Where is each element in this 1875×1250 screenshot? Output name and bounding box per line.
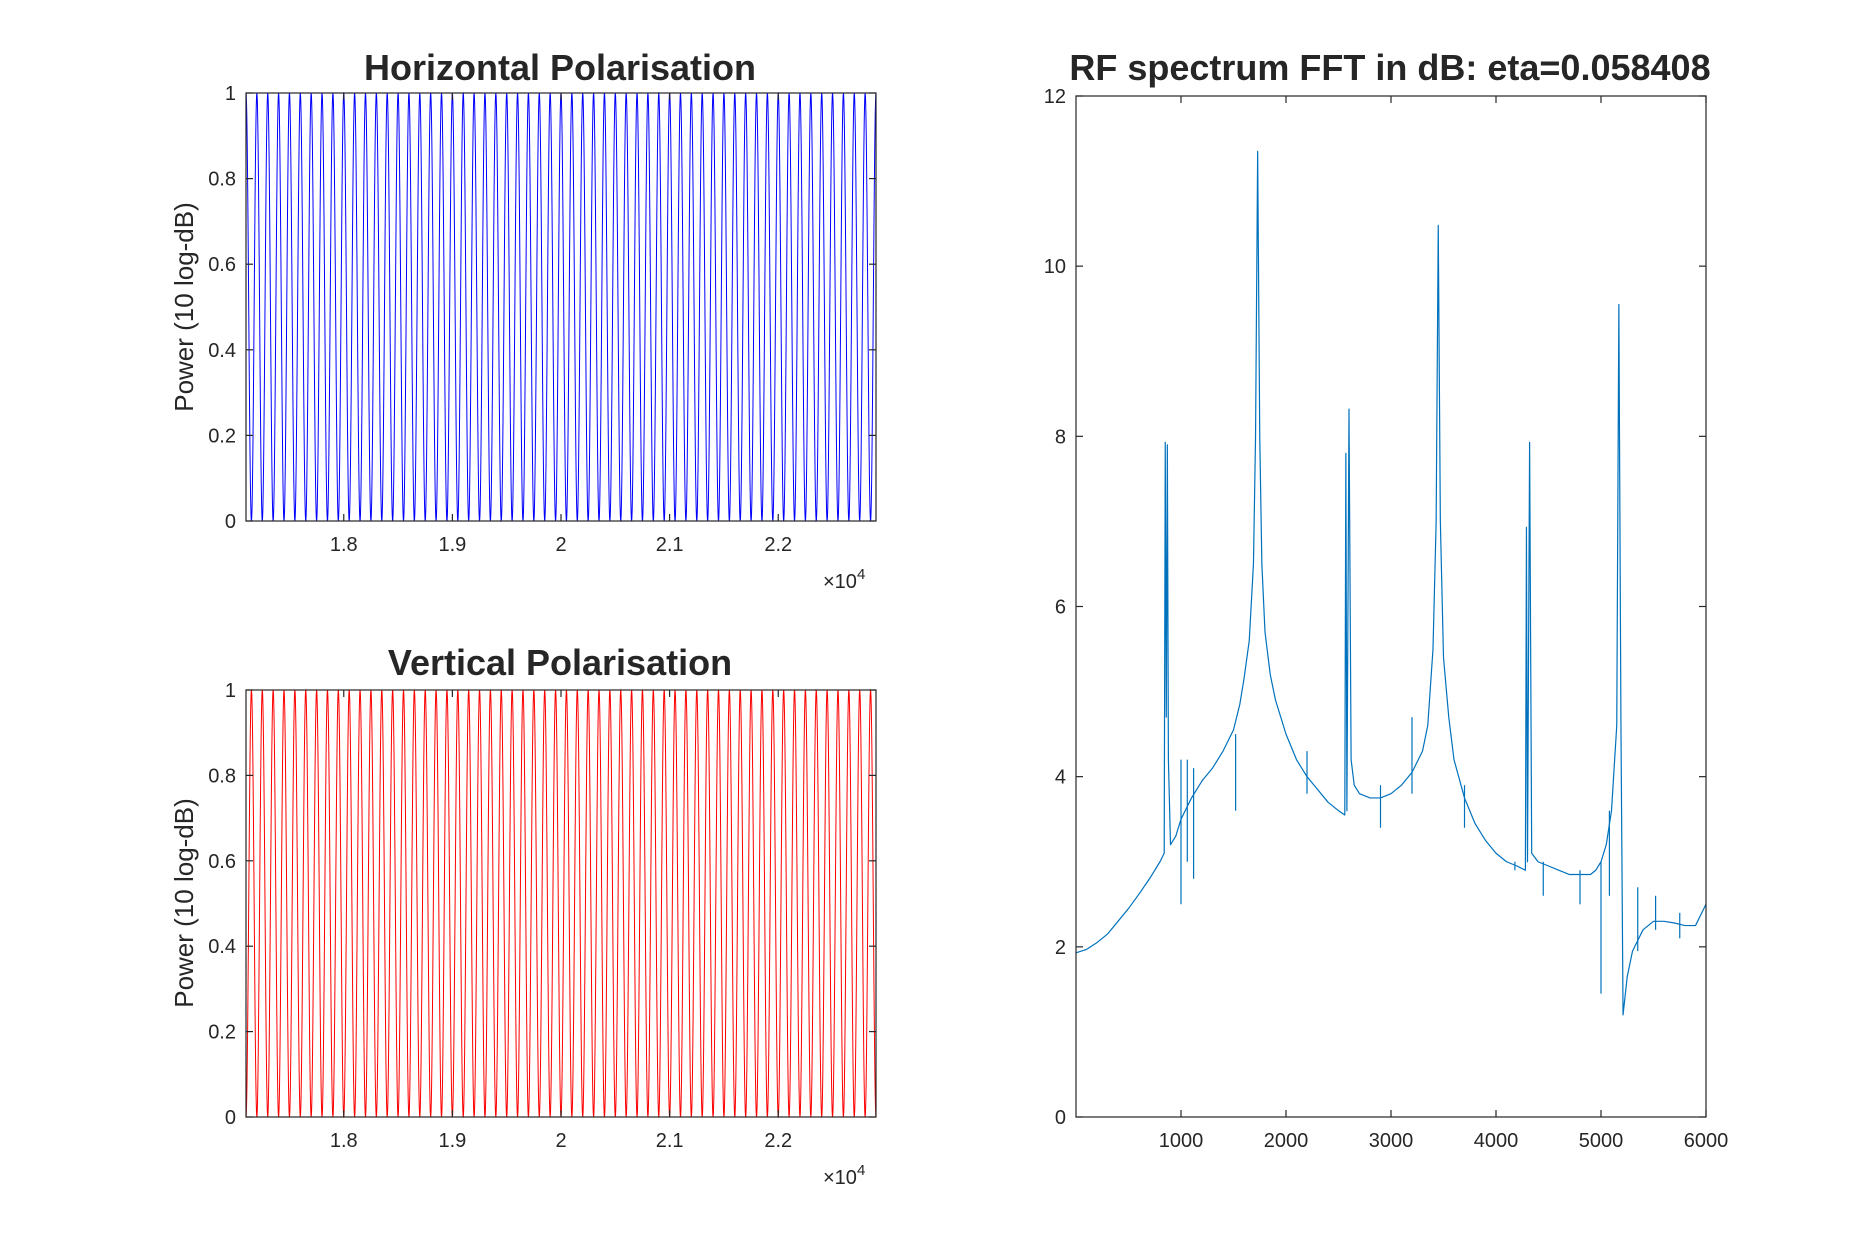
rf-x-tick-label: 1000 — [1159, 1130, 1204, 1152]
vertical-x-exponent: ×104 — [823, 1162, 865, 1189]
horizontal-ticks: 1.8 1.9 2 2.1 2.2 0 0.2 0.4 0.6 0.8 1 — [208, 83, 876, 556]
rf-x-tick-label: 6000 — [1684, 1130, 1729, 1152]
vertical-x-tick-label: 1.8 — [330, 1130, 358, 1152]
horizontal-y-tick-label: 0.8 — [208, 169, 236, 191]
rf-y-tick-label: 10 — [1044, 256, 1066, 278]
horizontal-y-tick-label: 0.2 — [208, 425, 236, 447]
horizontal-y-tick-label: 0.6 — [208, 254, 236, 276]
rf-x-tick-label: 2000 — [1264, 1130, 1309, 1152]
horizontal-y-tick-label: 0.4 — [208, 340, 236, 362]
vertical-y-tick-label: 0.4 — [208, 936, 236, 958]
horizontal-y-tick-label: 0 — [225, 511, 236, 533]
subplot-rf-spectrum: RF spectrum FFT in dB: eta=0.058408 1000… — [1044, 47, 1729, 1152]
rf-axes-box — [1075, 95, 1707, 1118]
rf-y-tick-label: 2 — [1055, 937, 1066, 959]
vertical-title: Vertical Polarisation — [388, 642, 732, 683]
vertical-ticks: 1.8 1.9 2 2.1 2.2 0 0.2 0.4 0.6 0.8 1 — [208, 680, 876, 1152]
rf-title: RF spectrum FFT in dB: eta=0.058408 — [1069, 47, 1710, 88]
rf-series-line — [1075, 150, 1707, 1016]
subplot-horizontal: Horizontal Polarisation 1.8 1.9 2 2.1 2.2 0 0.… — [169, 47, 877, 593]
vertical-axes-box — [245, 689, 877, 1118]
vertical-y-tick-label: 1 — [225, 680, 236, 702]
rf-y-tick-label: 4 — [1055, 767, 1066, 789]
horizontal-x-tick-label: 2.2 — [764, 534, 792, 556]
rf-y-tick-label: 8 — [1055, 426, 1066, 448]
rf-ticks: 1000 2000 3000 4000 5000 6000 0 2 4 6 8 10 12 — [1044, 86, 1729, 1152]
horizontal-x-tick-label: 1.9 — [438, 534, 466, 556]
horizontal-y-tick-label: 1 — [225, 83, 236, 105]
vertical-x-tick-label: 2.1 — [656, 1130, 684, 1152]
horizontal-plot-area — [245, 91, 877, 523]
vertical-series-line — [245, 688, 877, 1119]
horizontal-x-tick-label: 2 — [555, 534, 566, 556]
horizontal-series-line — [245, 91, 877, 523]
subplot-vertical: Vertical Polarisation 1.8 1.9 2 2.1 2.2 0 0.2 0… — [169, 642, 877, 1189]
horizontal-ylabel: Power (10 log-dB) — [169, 202, 199, 412]
vertical-x-tick-label: 2 — [555, 1130, 566, 1152]
vertical-ylabel: Power (10 log-dB) — [169, 798, 199, 1008]
horizontal-x-tick-label: 1.8 — [330, 534, 358, 556]
rf-y-tick-label: 6 — [1055, 597, 1066, 619]
vertical-x-tick-label: 1.9 — [438, 1130, 466, 1152]
vertical-y-tick-label: 0.2 — [208, 1022, 236, 1044]
rf-x-tick-label: 5000 — [1579, 1130, 1624, 1152]
horizontal-x-tick-label: 2.1 — [656, 534, 684, 556]
rf-y-tick-label: 0 — [1055, 1107, 1066, 1129]
horizontal-axes-box — [245, 92, 877, 522]
horizontal-title: Horizontal Polarisation — [364, 47, 756, 88]
vertical-plot-area — [245, 688, 877, 1119]
vertical-y-tick-label: 0.8 — [208, 765, 236, 787]
horizontal-x-exponent: ×104 — [823, 566, 865, 593]
rf-x-tick-label: 3000 — [1369, 1130, 1414, 1152]
rf-x-tick-label: 4000 — [1474, 1130, 1519, 1152]
vertical-x-tick-label: 2.2 — [764, 1130, 792, 1152]
rf-plot-area — [1075, 150, 1707, 1016]
vertical-y-tick-label: 0.6 — [208, 851, 236, 873]
vertical-y-tick-label: 0 — [225, 1107, 236, 1129]
rf-y-tick-label: 12 — [1044, 86, 1066, 108]
